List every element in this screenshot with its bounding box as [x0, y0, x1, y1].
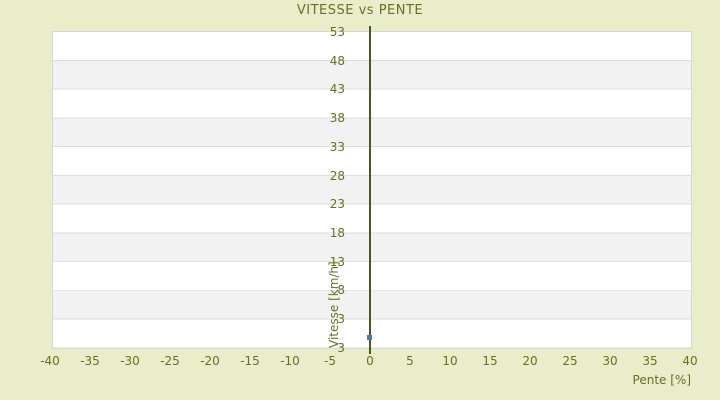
y-tick-label: 13 — [329, 254, 345, 269]
x-tick-label: -20 — [200, 354, 220, 368]
x-tick-label: 30 — [602, 354, 618, 368]
chart-title: VITESSE vs PENTE — [296, 3, 424, 18]
x-tick-label: -5 — [324, 354, 336, 368]
x-tick-label: 10 — [442, 354, 458, 368]
x-tick-label: 15 — [482, 354, 498, 368]
y-tick-label: 3 — [337, 312, 345, 327]
y-axis-title: Vitesse [km/h] — [327, 261, 341, 348]
y-tick-label: 43 — [329, 82, 345, 97]
y-tick-label: 28 — [329, 168, 345, 183]
x-tick-label: 5 — [406, 354, 414, 368]
x-tick-label: 35 — [642, 354, 658, 368]
y-tick-label: 48 — [329, 53, 345, 68]
x-tick-label: 20 — [522, 354, 538, 368]
x-tick-label: -40 — [40, 354, 60, 368]
x-tick-label: -15 — [240, 354, 260, 368]
x-tick-label: 0 — [366, 354, 374, 368]
x-axis-tick-labels: -40 -35 -30 -25 -20 -15 -10 -5 0 5 10 15… — [33, 354, 707, 368]
y-tick-label: 8 — [337, 283, 345, 298]
y-tick-label: 33 — [329, 139, 345, 154]
y-tick-label: 23 — [329, 197, 345, 212]
data-point-marker — [367, 335, 372, 340]
x-axis-title: Pente [%] — [632, 373, 691, 387]
plot-area: 53 48 43 38 33 28 23 18 13 8 3 3 Vitesse… — [40, 25, 697, 387]
x-tick-label: -35 — [80, 354, 100, 368]
x-tick-label: -30 — [120, 354, 140, 368]
y-axis-line — [369, 26, 371, 354]
y-tick-label: 3 — [337, 340, 345, 355]
x-tick-label: 40 — [682, 354, 698, 368]
y-tick-label: 38 — [329, 111, 345, 126]
y-tick-label: 18 — [329, 226, 345, 241]
x-tick-label: 25 — [562, 354, 578, 368]
y-tick-label: 53 — [329, 25, 345, 39]
x-tick-label: -25 — [160, 354, 180, 368]
x-tick-label: -10 — [280, 354, 300, 368]
y-axis-tick-labels: 53 48 43 38 33 28 23 18 13 8 3 3 — [315, 25, 357, 355]
